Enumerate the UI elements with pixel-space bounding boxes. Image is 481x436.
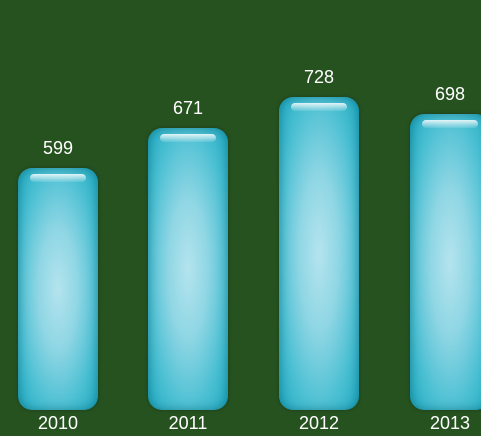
x-tick-2013: 2013 <box>429 413 471 433</box>
bar-2012 <box>279 97 359 410</box>
value-label-2010: 599 <box>42 137 74 158</box>
x-tick-2011: 2011 <box>168 413 208 433</box>
value-label-2012: 728 <box>303 67 335 88</box>
x-tick-2010: 2010 <box>37 413 79 433</box>
bar-2010 <box>18 167 98 410</box>
bar-2013 <box>410 113 481 410</box>
value-label-2013: 698 <box>434 83 466 104</box>
bar-2011 <box>148 128 228 410</box>
value-label-2011: 671 <box>172 98 204 119</box>
x-tick-2012: 2012 <box>298 413 340 433</box>
